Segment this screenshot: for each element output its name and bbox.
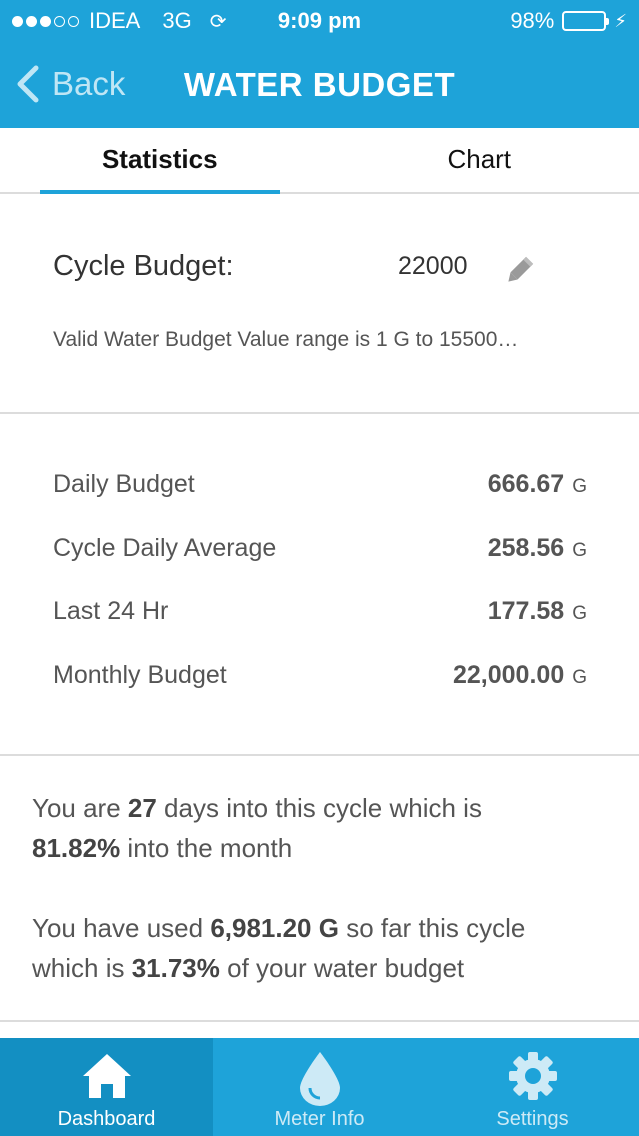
battery-status: 98% ⚡: [510, 8, 627, 34]
budget-range-hint: Valid Water Budget Value range is 1 G to…: [53, 328, 519, 351]
battery-icon: [562, 11, 610, 31]
cycle-summary: You are 27 days into this cycle which is…: [0, 756, 639, 1022]
bottom-tab-bar: Dashboard Meter Info: [0, 1038, 639, 1136]
stat-label: Daily Budget: [53, 470, 195, 498]
sync-icon: ⟳: [209, 10, 227, 33]
stat-unit: G: [572, 603, 587, 624]
stat-value: 177.58: [487, 597, 565, 625]
month-percent: 81.82%: [32, 833, 121, 863]
summary-text: You are: [32, 793, 128, 823]
tabbar-label: Meter Info: [274, 1108, 365, 1130]
status-bar: IDEA 3G ⟳ 9:09 pm 98% ⚡: [0, 0, 639, 40]
stat-row-daily-budget: Daily Budget 666.67 G: [53, 470, 587, 510]
page-title: WATER BUDGET: [183, 66, 456, 103]
summary-text: which is: [32, 953, 132, 983]
stat-unit: G: [572, 476, 587, 497]
signal-strength-icon: [12, 15, 79, 27]
status-time: 9:09 pm: [277, 8, 362, 33]
stat-label: Cycle Daily Average: [53, 534, 277, 562]
cycle-progress-text: You are 27 days into this cycle which is…: [32, 788, 612, 868]
stat-unit: G: [572, 667, 587, 688]
stat-label: Monthly Budget: [53, 661, 227, 689]
edit-pencil-icon[interactable]: [502, 254, 536, 288]
back-button[interactable]: Back: [14, 64, 125, 104]
tabbar-label: Dashboard: [57, 1108, 156, 1130]
tabbar-meter-info[interactable]: Meter Info: [213, 1038, 426, 1136]
tabbar-settings[interactable]: Settings: [426, 1038, 639, 1136]
cycle-budget-label: Cycle Budget:: [53, 250, 234, 282]
carrier-info: IDEA 3G ⟳: [12, 8, 226, 34]
usage-text: You have used 6,981.20 G so far this cyc…: [32, 908, 612, 988]
tabbar-dashboard[interactable]: Dashboard: [0, 1038, 213, 1136]
summary-text: so far this cycle: [338, 913, 526, 943]
stat-label: Last 24 Hr: [53, 597, 169, 625]
days-into-cycle: 27: [127, 793, 157, 823]
stat-value: 22,000.00: [453, 661, 565, 689]
tab-statistics[interactable]: Statistics: [0, 128, 320, 194]
network-type: 3G: [162, 8, 192, 33]
stat-value: 258.56: [487, 534, 565, 562]
stat-value: 666.67: [487, 470, 565, 498]
gear-icon: [508, 1052, 557, 1100]
battery-percent: 98%: [510, 8, 555, 33]
cycle-budget-section: Cycle Budget: 22000 Valid Water Budget V…: [0, 194, 639, 414]
tab-chart[interactable]: Chart: [447, 144, 512, 174]
back-label: Back: [52, 65, 126, 102]
stat-row-last-24-hr: Last 24 Hr 177.58 G: [53, 597, 587, 637]
summary-text: into the month: [120, 833, 293, 863]
stat-unit: G: [572, 540, 587, 561]
tabbar-label: Settings: [496, 1108, 569, 1130]
water-drop-icon: [299, 1052, 340, 1106]
summary-text: of your water budget: [219, 953, 465, 983]
view-tabs: Statistics Chart: [0, 128, 639, 194]
carrier-name: IDEA: [89, 8, 141, 33]
summary-text: days into this cycle which is: [156, 793, 482, 823]
home-icon: [82, 1054, 131, 1098]
stat-row-cycle-daily-average: Cycle Daily Average 258.56 G: [53, 534, 587, 574]
top-bar: IDEA 3G ⟳ 9:09 pm 98% ⚡ Back WATER BUDGE…: [0, 0, 639, 128]
summary-text: You have used: [32, 913, 211, 943]
stats-list: Daily Budget 666.67 G Cycle Daily Average…: [0, 414, 639, 756]
budget-percent: 31.73%: [131, 953, 220, 983]
cycle-budget-value[interactable]: 22000: [398, 252, 468, 280]
navigation-bar: Back WATER BUDGET: [0, 40, 639, 128]
chevron-left-icon: [17, 65, 39, 103]
used-amount: 6,981.20 G: [210, 913, 339, 943]
stat-row-monthly-budget: Monthly Budget 22,000.00 G: [53, 661, 587, 701]
charging-icon: ⚡: [614, 10, 627, 31]
